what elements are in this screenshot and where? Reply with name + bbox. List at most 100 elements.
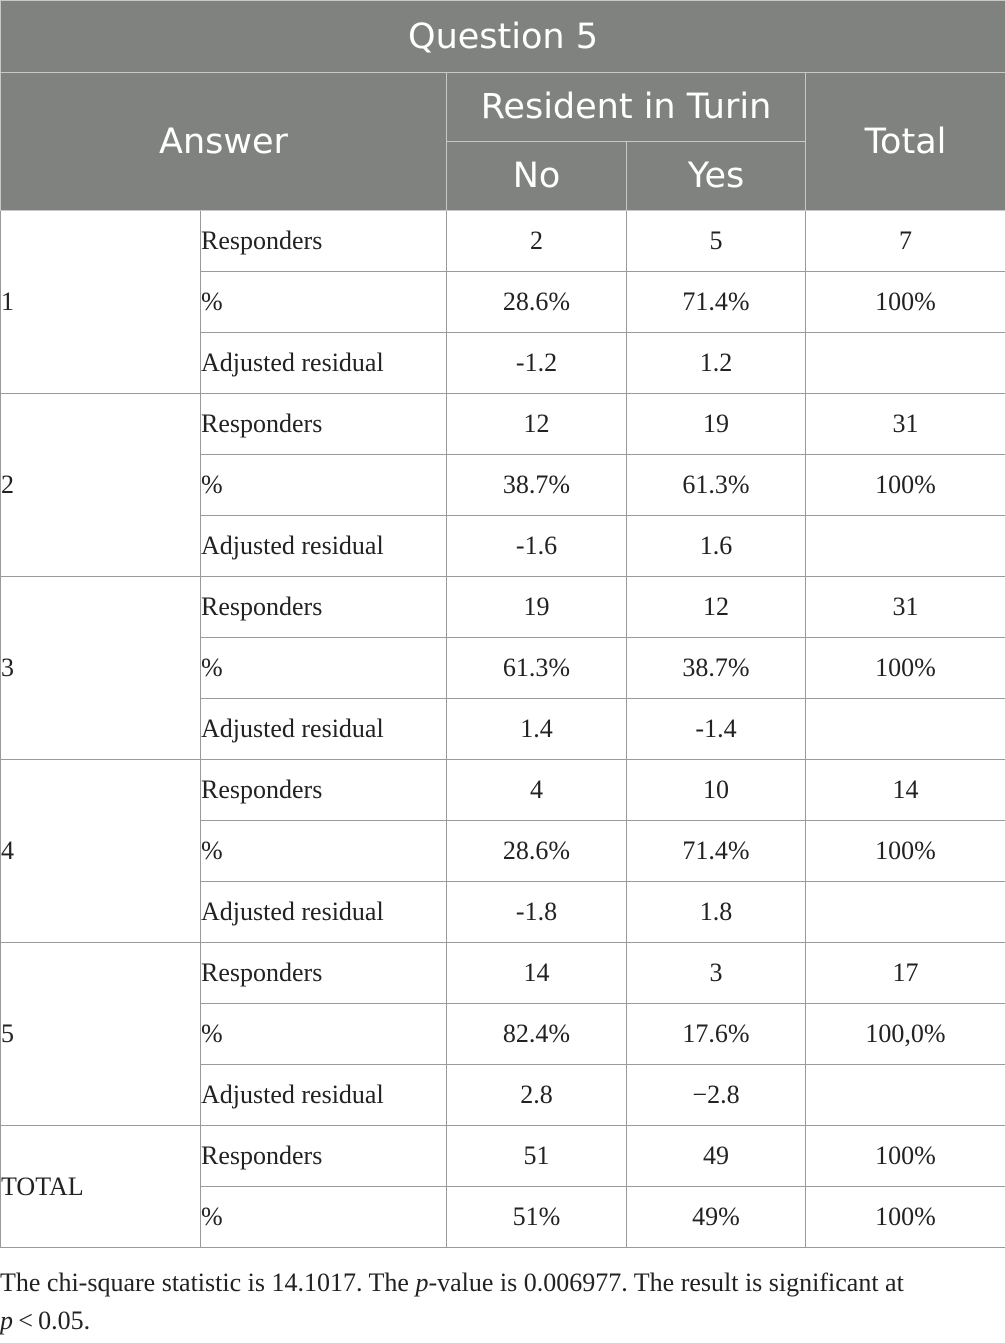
answer-cell: 4 xyxy=(0,759,201,943)
row-label-cell: % xyxy=(200,820,447,882)
answer-cell: 3 xyxy=(0,576,201,760)
yes-value-cell: 71.4% xyxy=(626,820,806,882)
no-value-cell: 51% xyxy=(446,1186,627,1248)
table-row: Adjusted residual 2.8 −2.8 xyxy=(1,1064,1005,1126)
footnote-text-3: < 0.05. xyxy=(13,1306,91,1335)
table-row: 5 Responders 14 3 17 xyxy=(0,942,1005,1126)
table-footnote: The chi-square statistic is 14.1017. The… xyxy=(0,1264,1000,1340)
table-row: Adjusted residual -1.2 1.2 xyxy=(1,332,1005,394)
yes-value-cell: 5 xyxy=(626,210,806,272)
table-title: Question 5 xyxy=(0,0,1005,73)
no-value-cell: -1.2 xyxy=(446,332,627,394)
yes-value-cell: 61.3% xyxy=(626,454,806,516)
total-value-cell: 7 xyxy=(805,210,1005,272)
yes-value-cell: 10 xyxy=(626,759,806,821)
row-label-cell: Adjusted residual xyxy=(200,1064,447,1126)
total-value-cell: 100% xyxy=(805,820,1005,882)
total-answer-cell: TOTAL xyxy=(0,1125,201,1248)
footnote-p-2: p xyxy=(0,1306,13,1335)
footnote-p-1: p xyxy=(415,1268,429,1297)
no-value-cell: -1.8 xyxy=(446,881,627,943)
yes-value-cell: 1.2 xyxy=(626,332,806,394)
row-label-cell: Adjusted residual xyxy=(200,515,447,577)
table-row: Adjusted residual -1.6 1.6 xyxy=(1,515,1005,577)
empty-cell xyxy=(805,881,1005,943)
row-label-cell: % xyxy=(200,271,447,333)
row-label-cell: % xyxy=(200,454,447,516)
no-value-cell: 2.8 xyxy=(446,1064,627,1126)
table-row: Adjusted residual -1.8 1.8 xyxy=(1,881,1005,943)
yes-value-cell: 38.7% xyxy=(626,637,806,699)
total-row: % 51% 49% 100% xyxy=(1,1186,1005,1248)
table-row: % 38.7% 61.3% 100% xyxy=(1,454,1005,516)
row-label-cell: Adjusted residual xyxy=(200,881,447,943)
no-value-cell: 4 xyxy=(446,759,627,821)
yes-value-cell: 3 xyxy=(626,942,806,1004)
total-value-cell: 100% xyxy=(805,1125,1005,1187)
no-value-cell: 61.3% xyxy=(446,637,627,699)
total-value-cell: 100,0% xyxy=(805,1003,1005,1065)
resident-group-header: Resident in Turin xyxy=(446,72,806,142)
answer-header: Answer xyxy=(0,72,447,211)
no-value-cell: 82.4% xyxy=(446,1003,627,1065)
row-label-cell: % xyxy=(200,1186,447,1248)
no-value-cell: 14 xyxy=(446,942,627,1004)
table-row: % 61.3% 38.7% 100% xyxy=(1,637,1005,699)
total-value-cell: 100% xyxy=(805,637,1005,699)
footnote-text-1: The chi-square statistic is 14.1017. The xyxy=(0,1268,416,1297)
row-label-cell: Adjusted residual xyxy=(200,332,447,394)
total-value-cell: 100% xyxy=(805,1186,1005,1248)
total-value-cell: 17 xyxy=(805,942,1005,1004)
no-value-cell: 38.7% xyxy=(446,454,627,516)
row-label-cell: Adjusted residual xyxy=(200,698,447,760)
empty-cell xyxy=(805,698,1005,760)
yes-value-cell: 49 xyxy=(626,1125,806,1187)
total-value-cell: 100% xyxy=(805,454,1005,516)
row-label-cell: Responders xyxy=(200,1125,447,1187)
yes-value-cell: 1.6 xyxy=(626,515,806,577)
answer-cell: 2 xyxy=(0,393,201,577)
table-row: 4 Responders 4 10 14 xyxy=(0,759,1005,943)
row-label-cell: % xyxy=(200,637,447,699)
no-value-cell: 2 xyxy=(446,210,627,272)
empty-cell xyxy=(805,332,1005,394)
answer-cell: 5 xyxy=(0,942,201,1126)
yes-value-cell: 17.6% xyxy=(626,1003,806,1065)
yes-value-cell: 12 xyxy=(626,576,806,638)
no-value-cell: 12 xyxy=(446,393,627,455)
no-value-cell: 19 xyxy=(446,576,627,638)
yes-value-cell: −2.8 xyxy=(626,1064,806,1126)
total-value-cell: 100% xyxy=(805,271,1005,333)
row-label-cell: Responders xyxy=(200,759,447,821)
total-value-cell: 31 xyxy=(805,393,1005,455)
no-value-cell: -1.6 xyxy=(446,515,627,577)
row-label-cell: % xyxy=(200,1003,447,1065)
no-value-cell: 28.6% xyxy=(446,820,627,882)
empty-cell xyxy=(805,1064,1005,1126)
yes-value-cell: 49% xyxy=(626,1186,806,1248)
total-row: TOTAL Responders 51 49 100% xyxy=(0,1125,1005,1248)
table-row: 3 Responders 19 12 31 xyxy=(0,576,1005,760)
table-row: % 28.6% 71.4% 100% xyxy=(1,820,1005,882)
total-value-cell: 14 xyxy=(805,759,1005,821)
answer-cell: 1 xyxy=(0,210,201,394)
total-header: Total xyxy=(805,72,1005,211)
table-row: 2 Responders 12 19 31 xyxy=(0,393,1005,577)
no-value-cell: 28.6% xyxy=(446,271,627,333)
results-table: Question 5 Answer Resident in Turin Tota… xyxy=(0,0,1005,1248)
no-value-cell: 1.4 xyxy=(446,698,627,760)
table-row: Adjusted residual 1.4 -1.4 xyxy=(1,698,1005,760)
yes-value-cell: 71.4% xyxy=(626,271,806,333)
yes-value-cell: 1.8 xyxy=(626,881,806,943)
row-label-cell: Responders xyxy=(200,942,447,1004)
yes-value-cell: 19 xyxy=(626,393,806,455)
no-header: No xyxy=(446,141,627,211)
row-label-cell: Responders xyxy=(200,210,447,272)
table-row: % 82.4% 17.6% 100,0% xyxy=(1,1003,1005,1065)
yes-value-cell: -1.4 xyxy=(626,698,806,760)
footnote-text-2: -value is 0.006977. The result is signif… xyxy=(428,1268,904,1297)
yes-header: Yes xyxy=(626,141,806,211)
table-row: % 28.6% 71.4% 100% xyxy=(1,271,1005,333)
row-label-cell: Responders xyxy=(200,576,447,638)
row-label-cell: Responders xyxy=(200,393,447,455)
